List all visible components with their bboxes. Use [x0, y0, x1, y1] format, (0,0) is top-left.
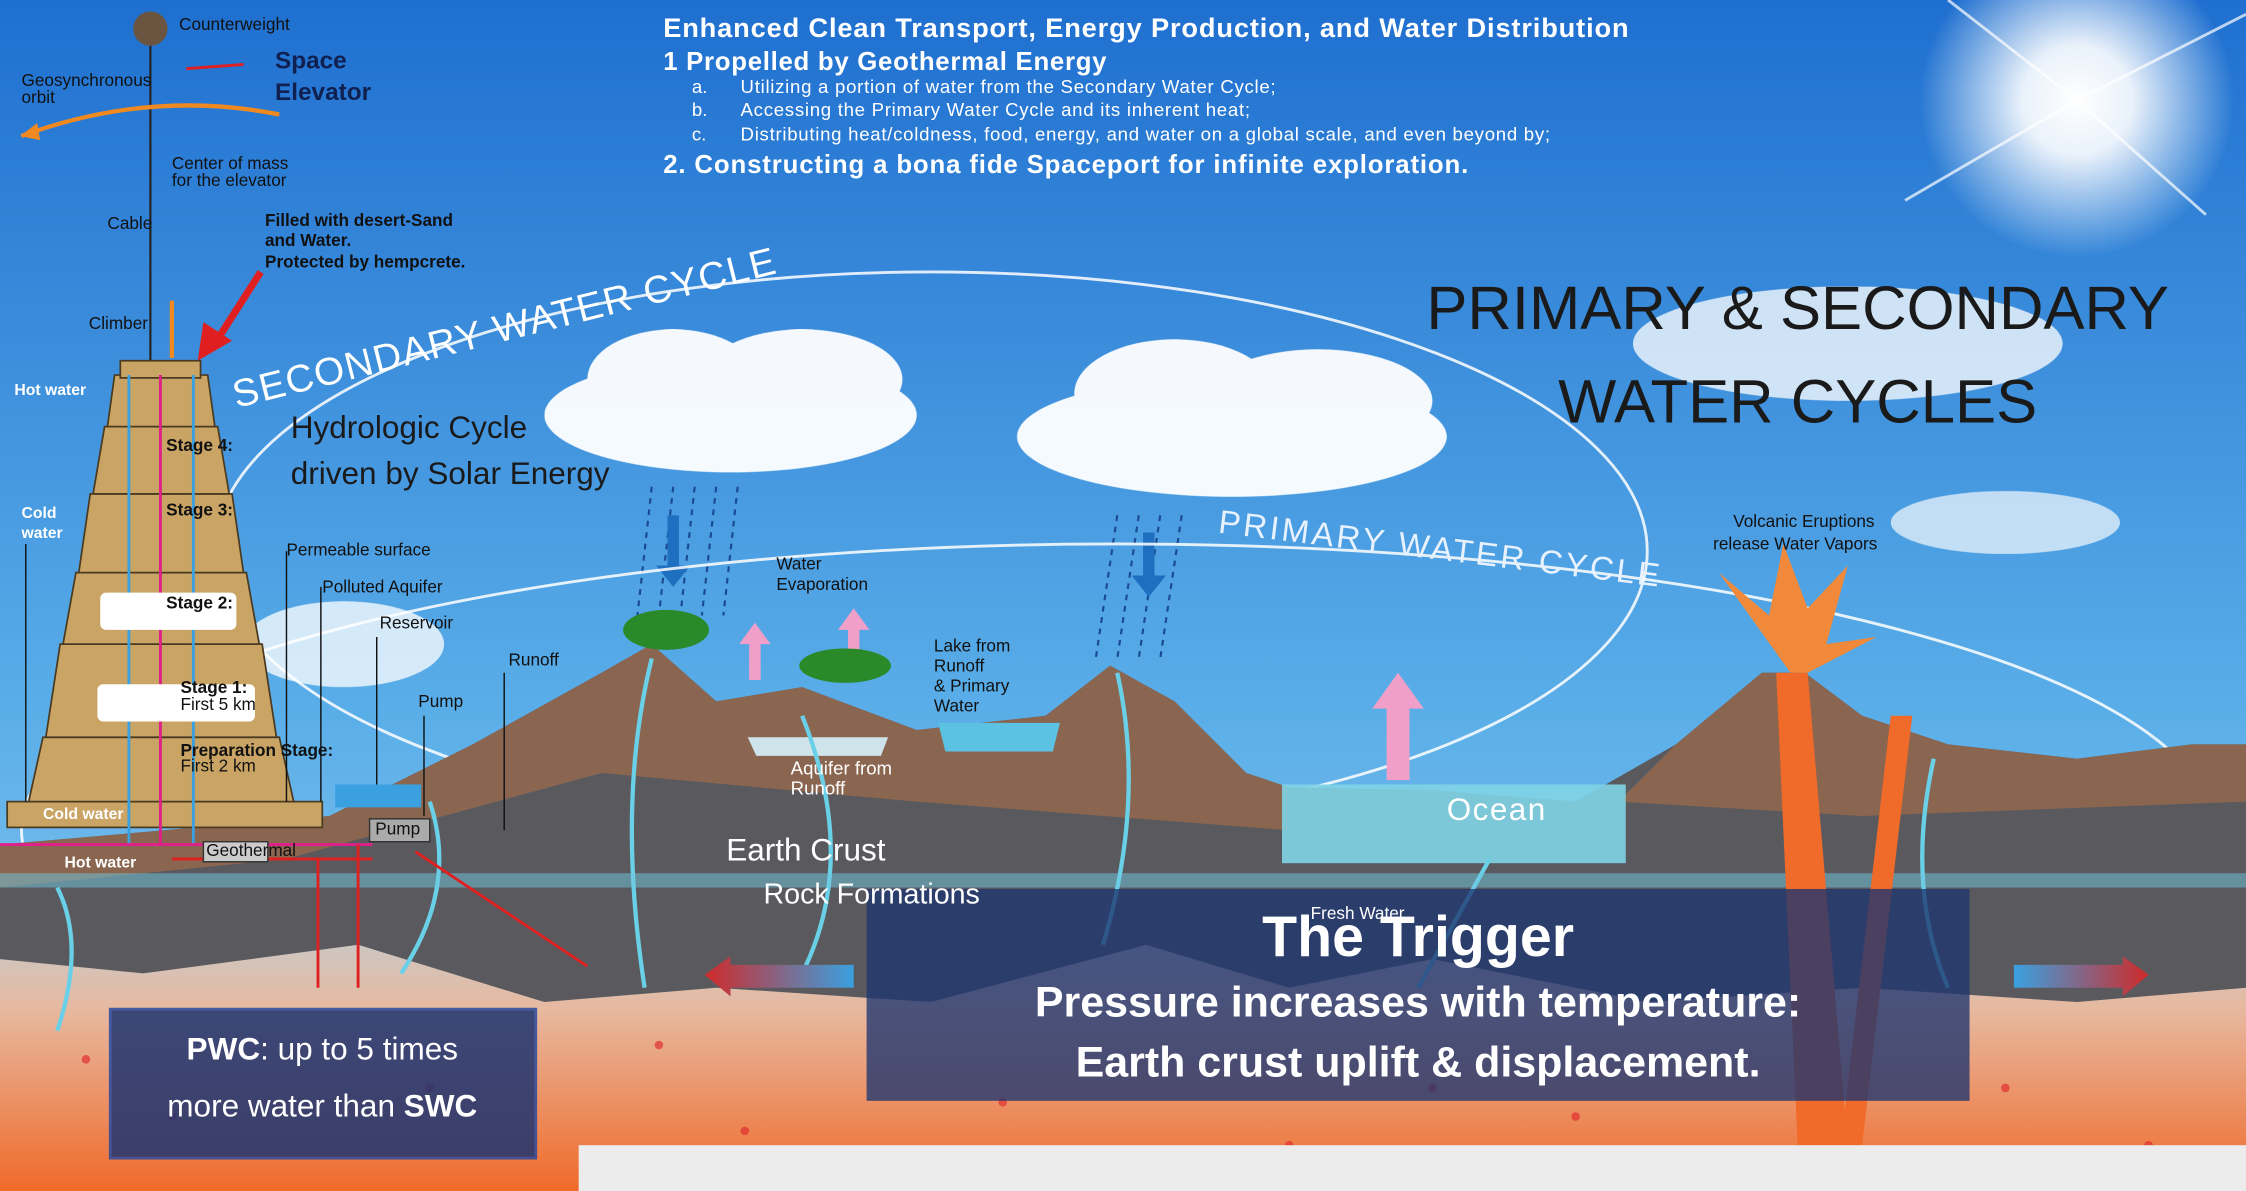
label: and Water.	[265, 230, 351, 250]
pointer	[186, 62, 244, 71]
label: Cold	[21, 505, 56, 522]
water-table	[0, 873, 2246, 888]
list-marker: a.	[692, 76, 708, 97]
stage-label: Stage 2:	[166, 592, 233, 612]
stage-plate	[97, 684, 255, 722]
label: Aquifer from	[791, 757, 892, 778]
orbit-arrowhead	[20, 123, 41, 141]
eruption	[1718, 543, 1877, 673]
label: orbit	[21, 87, 55, 107]
label: Lake from	[934, 635, 1010, 655]
label: Center of mass	[172, 153, 288, 173]
label: Filled with desert-Sand	[265, 210, 453, 230]
trigger-box	[866, 888, 1970, 1101]
label: Pump	[375, 819, 420, 839]
list-item: Utilizing a portion of water from the Se…	[741, 76, 1277, 97]
label: Pump	[418, 691, 463, 711]
trigger-line: Earth crust uplift & displacement.	[1076, 1038, 1761, 1086]
stage-note: First 2 km	[180, 756, 255, 776]
soil	[1618, 672, 2246, 816]
label: Polluted Aquifer	[322, 577, 443, 597]
pwc-term: SWC	[404, 1088, 478, 1124]
label: Climber	[89, 313, 148, 333]
pwc-line: PWC: up to 5 times	[187, 1030, 458, 1066]
stage-label: Stage 4:	[166, 435, 233, 455]
geothermal-box	[202, 841, 269, 863]
orbit-arc	[20, 103, 280, 139]
trees	[623, 609, 891, 683]
label: Runoff	[509, 650, 560, 670]
label: Cold water	[43, 806, 124, 823]
label: Protected by hempcrete.	[265, 252, 465, 272]
reservoir	[335, 784, 422, 808]
stage-label: Stage 1:	[180, 677, 247, 697]
stage-label: Stage 3:	[166, 499, 233, 519]
label: Water	[934, 695, 979, 715]
list-marker: c.	[692, 123, 706, 144]
header-title: Enhanced Clean Transport, Energy Product…	[663, 12, 1629, 43]
header-point: 1 Propelled by Geothermal Energy	[663, 48, 1107, 76]
label: Evaporation	[776, 574, 868, 594]
lake	[938, 722, 1060, 752]
elevator-title: Elevator	[275, 79, 372, 106]
pwc-line: more water than SWC	[167, 1088, 477, 1124]
label: Geothermal	[206, 840, 296, 860]
trigger-title: The Trigger	[1262, 905, 1574, 969]
label: Hot water	[14, 382, 86, 399]
footer-band	[578, 1145, 2246, 1191]
sun-rays	[1904, 0, 2246, 216]
label: Cable	[107, 213, 152, 233]
pwc-text: : up to 5 times	[260, 1030, 458, 1066]
list-item: Accessing the Primary Water Cycle and it…	[741, 99, 1251, 120]
label: Ocean	[1447, 791, 1547, 827]
label: Volcanic Eruptions	[1733, 511, 1874, 531]
pwc-text: more water than	[167, 1088, 403, 1124]
stage-note: First 5 km	[180, 694, 255, 714]
clouds	[243, 286, 2120, 688]
evaporation-arrow	[739, 622, 771, 680]
counterweight	[133, 11, 168, 46]
pwc-box	[108, 1007, 538, 1160]
label: Runoff	[934, 655, 985, 675]
main-title: WATER CYCLES	[1558, 367, 2037, 436]
displacement-arrow	[2013, 956, 2149, 997]
stage-label: Preparation Stage:	[180, 740, 333, 760]
label: driven by Solar Energy	[291, 455, 610, 491]
evaporation-arrow	[837, 608, 870, 673]
pointer	[211, 270, 264, 346]
label: Counterweight	[179, 14, 290, 34]
label: Geosynchronous	[21, 70, 151, 90]
evaporation-arrow	[1372, 672, 1424, 781]
header-point: 2. Constructing a bona fide Spaceport fo…	[663, 151, 1469, 179]
list-item: Distributing heat/coldness, food, energy…	[741, 123, 1551, 144]
label: Hot water	[64, 854, 136, 871]
label: for the elevator	[172, 170, 287, 190]
label: Earth Crust	[726, 831, 886, 867]
label: Rock Formations	[763, 878, 979, 910]
label: Reservoir	[380, 612, 454, 632]
aquifer	[747, 737, 889, 756]
ocean	[1281, 784, 1626, 864]
elevator-title: Space	[275, 48, 347, 75]
pointer-head	[197, 322, 233, 361]
main-title: PRIMARY & SECONDARY	[1426, 274, 2169, 343]
sun	[1919, 0, 2235, 258]
displacement-arrow	[704, 956, 854, 997]
label: release Water Vapors	[1713, 534, 1877, 554]
list-marker: b.	[692, 99, 708, 120]
label: Permeable surface	[286, 539, 430, 559]
pump-box	[368, 818, 431, 843]
label: water	[20, 525, 62, 542]
trigger-line: Pressure increases with temperature:	[1035, 978, 1801, 1026]
label: Water	[776, 554, 821, 574]
stage-plate	[100, 592, 237, 630]
label: Fresh Water	[1311, 903, 1405, 923]
pwc-term: PWC	[187, 1030, 261, 1066]
rain-arrow	[1131, 532, 1166, 597]
label: & Primary	[934, 675, 1010, 695]
label: Runoff	[791, 777, 846, 798]
label: Hydrologic Cycle	[291, 409, 527, 445]
leader-lines	[25, 543, 505, 831]
